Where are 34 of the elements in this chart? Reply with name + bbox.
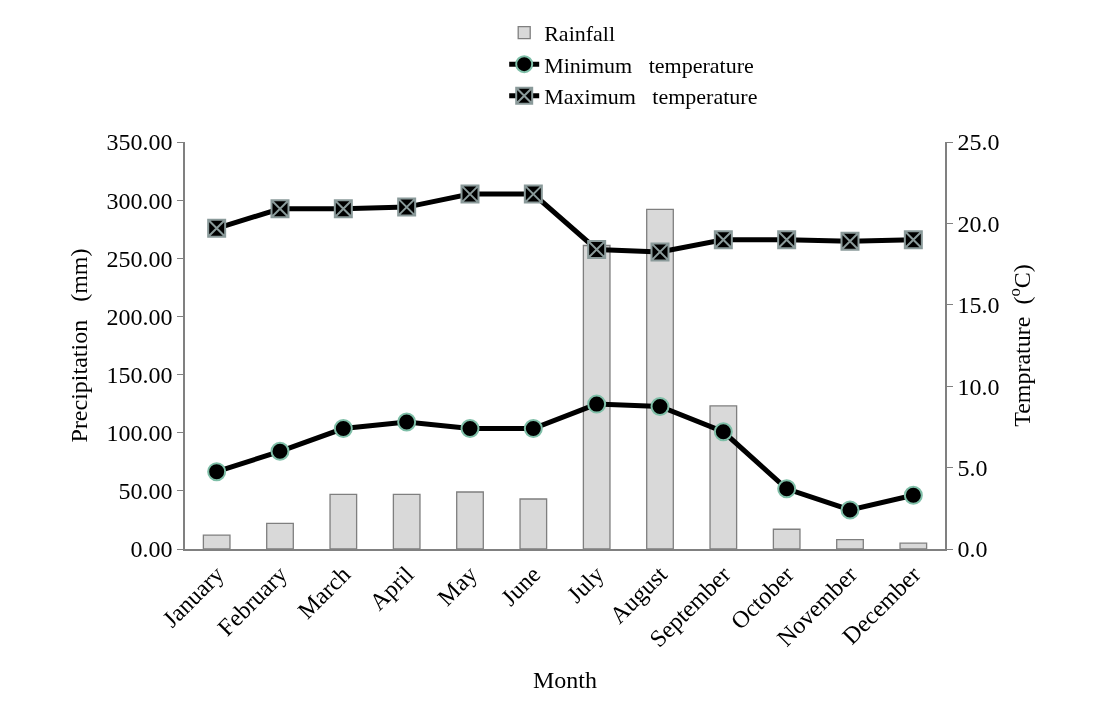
legend-label: Rainfall (544, 21, 616, 47)
y2-tick-label: 25.0 (957, 129, 1000, 156)
point (840, 500, 860, 520)
legend-label: Maximum temperature (544, 84, 758, 110)
point (903, 485, 923, 505)
y-tick-label: 150.00 (106, 361, 173, 388)
y-tick-label: 100.00 (106, 420, 173, 447)
point (587, 394, 607, 414)
x-axis-title: Month (532, 666, 598, 693)
y2-tick-label: 5.0 (957, 455, 988, 481)
point (333, 419, 353, 439)
point (650, 397, 670, 417)
y-tick-label: 300.00 (106, 187, 173, 214)
y-axis-title: Precipitation (mm) (66, 248, 93, 443)
point (207, 462, 227, 482)
point (523, 419, 543, 439)
legend-label: Minimum temperature (544, 52, 754, 78)
y-tick-label: 50.00 (118, 478, 173, 505)
y-tick-label: 350.00 (106, 129, 173, 156)
y-tick-label: 250.00 (106, 245, 173, 272)
y2-tick-label: 10.0 (957, 373, 1000, 400)
y2-tick-label: 15.0 (957, 292, 1000, 319)
point (777, 479, 797, 499)
point (397, 412, 417, 432)
y-tick-label: 0.00 (130, 536, 173, 563)
y-tick-label: 200.00 (106, 303, 173, 330)
point (713, 422, 733, 442)
y2-tick-label: 20.0 (957, 210, 1000, 237)
x-tick-label: May (432, 561, 483, 611)
x-tick-label: July (562, 561, 609, 608)
point (460, 419, 480, 439)
y2-tick-label: 0.0 (957, 536, 988, 563)
x-tick-label: June (495, 561, 546, 611)
point (270, 441, 290, 461)
